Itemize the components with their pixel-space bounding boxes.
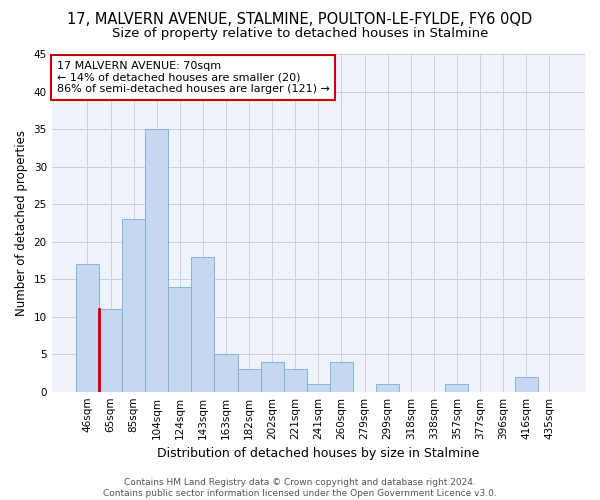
Text: Contains HM Land Registry data © Crown copyright and database right 2024.
Contai: Contains HM Land Registry data © Crown c… — [103, 478, 497, 498]
Y-axis label: Number of detached properties: Number of detached properties — [15, 130, 28, 316]
Bar — [238, 369, 260, 392]
Bar — [307, 384, 330, 392]
Bar — [515, 376, 538, 392]
Bar — [445, 384, 469, 392]
Bar — [122, 219, 145, 392]
Bar — [76, 264, 99, 392]
Bar — [376, 384, 399, 392]
Bar — [260, 362, 284, 392]
Bar — [330, 362, 353, 392]
Bar — [284, 369, 307, 392]
Bar — [191, 256, 214, 392]
X-axis label: Distribution of detached houses by size in Stalmine: Distribution of detached houses by size … — [157, 447, 479, 460]
Text: 17, MALVERN AVENUE, STALMINE, POULTON-LE-FYLDE, FY6 0QD: 17, MALVERN AVENUE, STALMINE, POULTON-LE… — [67, 12, 533, 28]
Bar — [214, 354, 238, 392]
Bar — [99, 309, 122, 392]
Text: 17 MALVERN AVENUE: 70sqm
← 14% of detached houses are smaller (20)
86% of semi-d: 17 MALVERN AVENUE: 70sqm ← 14% of detach… — [57, 61, 330, 94]
Text: Size of property relative to detached houses in Stalmine: Size of property relative to detached ho… — [112, 28, 488, 40]
Bar — [168, 286, 191, 392]
Bar — [145, 129, 168, 392]
